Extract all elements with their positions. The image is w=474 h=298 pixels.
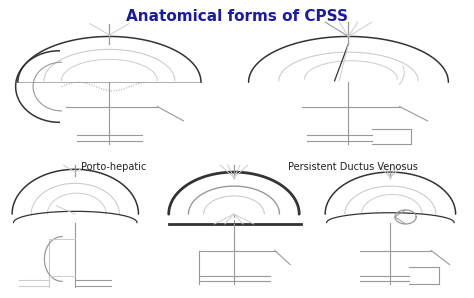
- Text: Persistent Ductus Venosus: Persistent Ductus Venosus: [288, 162, 418, 173]
- Text: Porto-hepatic: Porto-hepatic: [81, 162, 146, 173]
- Text: Anatomical forms of CPSS: Anatomical forms of CPSS: [126, 9, 348, 24]
